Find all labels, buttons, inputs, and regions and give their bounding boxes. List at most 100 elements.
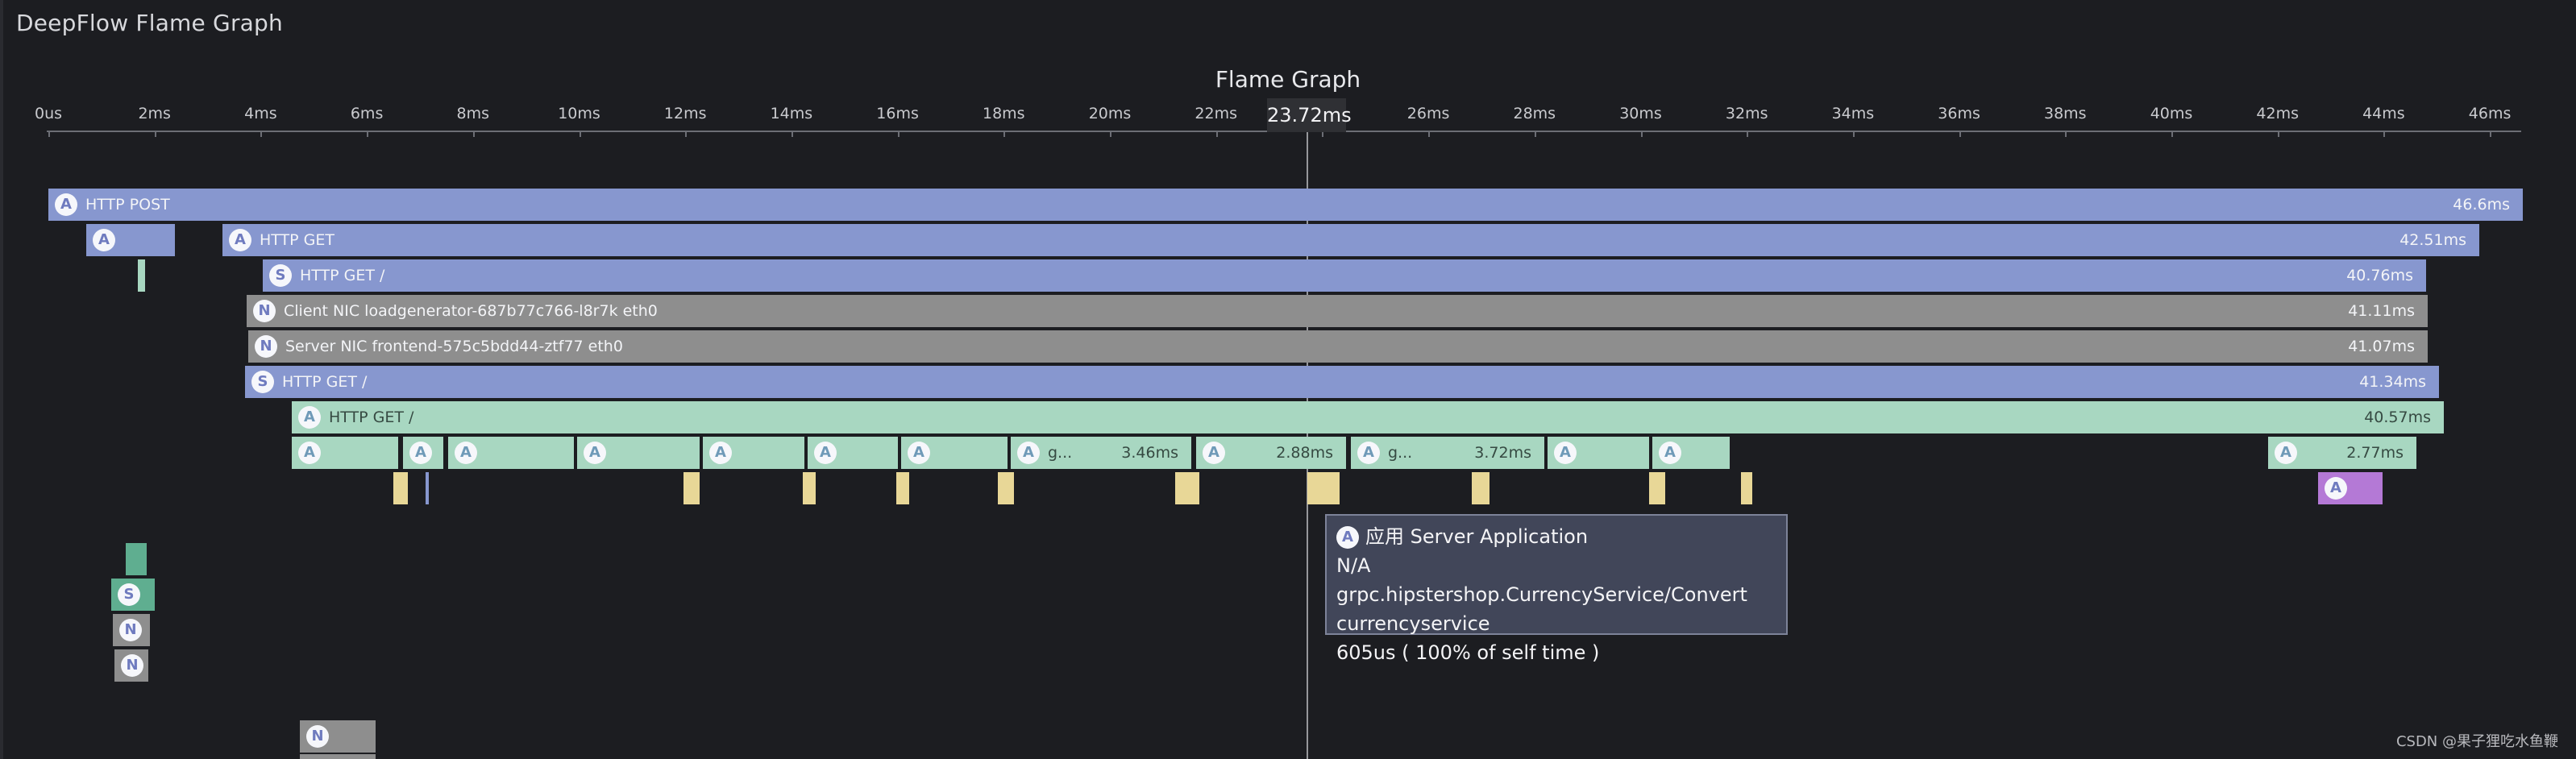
span-bar[interactable]: A — [403, 437, 443, 469]
span-bar[interactable]: S HTTP GET / 41.34ms — [245, 366, 2439, 398]
span-label: g... — [1048, 444, 1073, 462]
axis-tick — [685, 131, 688, 137]
application-icon: A — [2325, 477, 2347, 500]
span-bar[interactable]: N Server NIC frontend-575c5bdd44-ztf77 e… — [248, 330, 2428, 363]
application-icon: A — [229, 229, 251, 251]
span-duration: 3.72ms — [1474, 444, 1531, 462]
application-icon: A — [409, 442, 432, 464]
span-bar[interactable]: A — [1652, 437, 1730, 469]
span-bar-small[interactable] — [1649, 472, 1665, 504]
system-icon: S — [251, 371, 274, 393]
span-bar[interactable]: N — [114, 649, 148, 682]
application-icon: A — [1203, 442, 1225, 464]
span-bar-small[interactable] — [1472, 472, 1490, 504]
span-label: Server NIC frontend-575c5bdd44-ztf77 eth… — [285, 338, 623, 355]
span-bar[interactable]: A g... 3.72ms — [1351, 437, 1544, 469]
span-bar[interactable]: N Client NIC loadgenerator-687b77c766-l8… — [247, 295, 2428, 327]
span-bar-small[interactable] — [393, 472, 408, 504]
span-bar[interactable]: A — [808, 437, 898, 469]
span-bar-small[interactable] — [138, 259, 145, 292]
network-icon: N — [253, 300, 276, 322]
axis-tick — [1959, 131, 1961, 137]
axis-tick — [791, 131, 793, 137]
axis-tick-label: 0us — [34, 105, 63, 122]
application-icon: A — [1017, 442, 1040, 464]
span-bar[interactable]: N — [113, 614, 150, 646]
span-bar[interactable]: A — [2318, 472, 2383, 504]
axis-tick — [1110, 131, 1111, 137]
span-bar[interactable]: A — [292, 437, 398, 469]
span-bar-small[interactable] — [1741, 472, 1752, 504]
span-bar-small[interactable] — [998, 472, 1014, 504]
span-duration: 46.6ms — [2453, 196, 2510, 214]
axis-tick — [1428, 131, 1431, 137]
span-bar-small[interactable] — [1175, 472, 1199, 504]
axis-tick — [48, 131, 50, 137]
span-label: HTTP GET / — [282, 373, 368, 391]
span-bar-small[interactable] — [683, 472, 700, 504]
application-icon: A — [1336, 526, 1359, 549]
application-icon: A — [1554, 442, 1577, 464]
axis-tick — [154, 131, 156, 137]
span-bar-hovered[interactable] — [1307, 472, 1340, 504]
axis-tick-label: 20ms — [1088, 105, 1132, 122]
axis-tick-label: 12ms — [663, 105, 707, 122]
application-icon: A — [2275, 442, 2297, 464]
span-bar[interactable]: A — [901, 437, 1008, 469]
application-icon: A — [908, 442, 930, 464]
network-icon: N — [306, 725, 329, 748]
span-bar[interactable]: A HTTP POST 46.6ms — [48, 189, 2523, 221]
span-bar[interactable]: A — [1548, 437, 1649, 469]
system-icon: S — [269, 264, 292, 287]
axis-tick-label: 46ms — [2468, 105, 2512, 122]
span-duration: 2.77ms — [2346, 444, 2404, 462]
network-icon: N — [121, 654, 143, 677]
axis-tick — [1640, 131, 1643, 137]
network-icon: N — [255, 335, 277, 358]
span-bar[interactable]: A 2.88ms — [1196, 437, 1346, 469]
application-icon: A — [814, 442, 837, 464]
span-label: g... — [1388, 444, 1413, 462]
span-bar-partial[interactable] — [300, 754, 376, 759]
span-bar[interactable]: A — [703, 437, 804, 469]
span-bar[interactable]: A g... 3.46ms — [1011, 437, 1191, 469]
application-icon: A — [455, 442, 477, 464]
axis-tick-label: 8ms — [456, 105, 490, 122]
tooltip-title: 应用 Server Application — [1365, 525, 1589, 548]
axis-tick-label: 28ms — [1513, 105, 1556, 122]
axis-tick — [1003, 131, 1006, 137]
axis-tick-label: 22ms — [1195, 105, 1237, 122]
span-bar[interactable]: A — [577, 437, 700, 469]
axis-tick — [367, 131, 369, 137]
axis-tick — [1215, 131, 1218, 137]
span-bar[interactable]: N — [300, 720, 376, 753]
application-icon: A — [93, 229, 115, 251]
span-duration: 40.76ms — [2346, 267, 2413, 284]
span-duration: 2.88ms — [1276, 444, 1333, 462]
application-icon: A — [298, 406, 321, 429]
span-bar-small[interactable] — [126, 543, 147, 575]
span-label: Client NIC loadgenerator-687b77c766-l8r7… — [284, 302, 658, 320]
network-icon: N — [119, 619, 142, 641]
application-icon: A — [1659, 442, 1681, 464]
axis-tick-label: 38ms — [2044, 105, 2087, 122]
application-icon: A — [584, 442, 606, 464]
axis-tick — [1747, 131, 1749, 137]
axis-tick-label: 34ms — [1831, 105, 1875, 122]
span-bar-small[interactable] — [426, 472, 429, 504]
system-icon: S — [118, 583, 140, 606]
span-bar[interactable]: A HTTP GET / 40.57ms — [292, 401, 2444, 433]
axis-tick-label: 10ms — [558, 105, 600, 122]
axis-tick — [579, 131, 581, 137]
span-bar[interactable]: A HTTP GET 42.51ms — [222, 224, 2479, 256]
axis-tick-label: 4ms — [244, 105, 277, 122]
span-bar[interactable]: A 2.77ms — [2268, 437, 2416, 469]
axis-tick — [1534, 131, 1536, 137]
span-bar-small[interactable] — [803, 472, 816, 504]
span-bar[interactable]: S HTTP GET / 40.76ms — [263, 259, 2426, 292]
span-bar[interactable]: S — [111, 579, 155, 611]
span-bar[interactable]: A — [448, 437, 574, 469]
span-bar-small[interactable] — [896, 472, 909, 504]
span-bar[interactable]: A — [86, 224, 175, 256]
app-title: DeepFlow Flame Graph — [16, 10, 283, 36]
